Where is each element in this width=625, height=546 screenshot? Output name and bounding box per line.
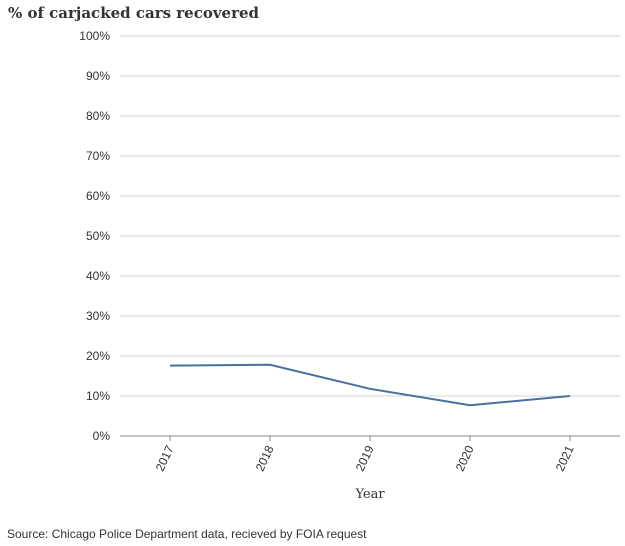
y-tick-label: 10% (86, 389, 110, 403)
y-tick-label: 60% (86, 189, 110, 203)
x-tick-label: 2018 (253, 443, 277, 473)
y-tick-label: 50% (86, 229, 110, 243)
source-note: Source: Chicago Police Department data, … (7, 527, 367, 541)
x-axis-ticks: 2017 2018 2019 2020 2021 (153, 436, 577, 473)
y-tick-label: 30% (86, 309, 110, 323)
chart-title: % of carjacked cars recovered (8, 4, 260, 22)
y-tick-label: 20% (86, 349, 110, 363)
y-axis-ticks: 0% 10% 20% 30% 40% 50% 60% 70% 80% 90% 100% (79, 29, 110, 443)
x-axis-label: Year (354, 487, 385, 502)
x-tick-label: 2021 (553, 443, 577, 473)
series-line (169, 363, 571, 407)
y-tick-label: 40% (86, 269, 110, 283)
y-tick-label: 100% (79, 29, 110, 43)
x-tick-label: 2019 (353, 443, 377, 473)
y-tick-label: 90% (86, 69, 110, 83)
x-tick-label: 2017 (153, 443, 177, 473)
gridlines (120, 35, 620, 397)
y-tick-label: 0% (93, 429, 111, 443)
y-tick-label: 70% (86, 149, 110, 163)
y-tick-label: 80% (86, 109, 110, 123)
x-tick-label: 2020 (453, 443, 477, 473)
